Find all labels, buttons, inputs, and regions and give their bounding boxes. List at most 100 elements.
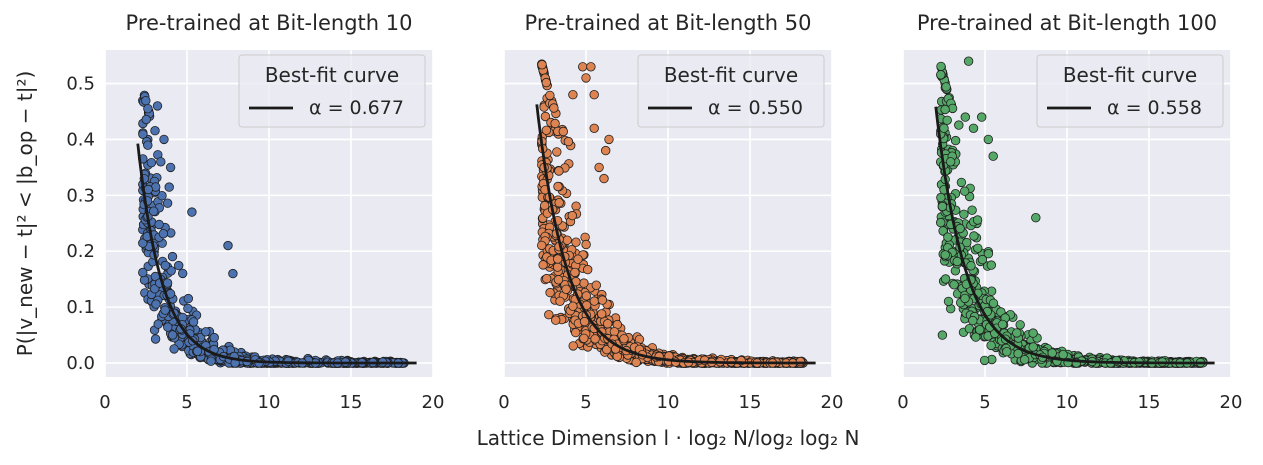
panel-3-data-point [940,250,950,260]
panel-2-data-point [619,334,629,344]
panel-1-data-point [157,190,167,201]
panel-2-data-point [537,240,547,251]
panel-2-data-point [571,237,581,247]
panel-2-legend: Best-fit curve α = 0.550 [637,54,825,128]
panel-3-data-point [960,186,970,196]
panel-1-data-point [166,266,176,276]
panel-3: Pre-trained at Bit-length 100 0 5 10 15 20 B… [897,11,1242,413]
panel-3-data-point [977,112,987,122]
panel-2-data-point [537,60,547,70]
panel-1-data-point [167,330,178,340]
panel-2-data-point [589,89,599,100]
panel-1-x-tick-label: 15 [340,392,363,413]
panel-2-data-point [561,284,571,295]
panel-2-title: Pre-trained at Bit-length 50 [525,11,812,35]
panel-1-data-point [192,346,203,357]
panel-3-data-point [975,325,985,335]
panel-2-data-point [603,319,613,329]
panel-3-data-point [988,298,999,309]
panel-3-data-point [960,293,970,304]
panel-3-x-tick-label: 5 [979,392,990,413]
panel-1-data-point [173,260,184,271]
panel-3-data-point [1028,342,1038,352]
panel-2-data-point [563,136,574,147]
panel-3-data-point [936,61,946,72]
panel-2-data-point [545,90,555,101]
panel-1-data-point [187,207,197,217]
panel-1-data-point [152,101,163,111]
panel-1-data-point [141,114,151,125]
panel-3-data-point [936,70,946,80]
panel-1-data-point [146,157,157,168]
panel-2-data-point [589,123,599,134]
panel-3-data-point [962,237,972,248]
panel-3-data-point [940,274,951,284]
panel-3-data-point [983,134,994,145]
panel-3-data-point [968,315,978,326]
panel-3-data-point [952,256,962,267]
panel-2: Pre-trained at Bit-length 50 0 5 10 15 20 Be… [498,11,843,413]
panel-3-data-point [1012,328,1022,338]
panel-2-data-point [597,309,607,319]
panel-1-data-point [167,251,178,262]
panel-2-data-point [551,315,561,325]
panel-2-data-point [570,267,580,278]
panel-2-data-point [631,357,641,368]
panel-2-data-point [550,118,560,129]
panel-2-x-tick-label: 15 [739,392,762,413]
panel-3-data-point [936,217,946,228]
panel-3-data-point [983,248,994,259]
panel-2-data-point [552,262,563,272]
panel-1-legend-alpha: α = 0.677 [309,97,404,119]
panel-3-fit-curve [934,106,1215,365]
panel-2-data-point [555,296,565,307]
y-tick-label: 0.4 [66,129,95,150]
panel-1-data-point [141,95,151,106]
panel-2-x-tick-label: 10 [657,392,680,413]
panel-3-data-point [942,115,952,126]
panel-3-data-point [1058,350,1068,360]
panel-2-data-point [581,291,592,301]
panel-3-data-point [971,332,981,342]
panel-2-data-point [540,111,551,122]
panel-1-data-point [156,157,166,167]
panel-3-legend-title: Best-fit curve [1063,63,1197,87]
panel-1-data-point [150,125,160,136]
panel-2-data-point [553,254,563,264]
panel-3-x-tick-label: 15 [1138,392,1161,413]
panel-2-data-point [579,316,590,327]
panel-1-legend-title: Best-fit curve [265,63,399,87]
panel-3-data-point [973,243,983,254]
panel-3-data-point [1031,212,1041,223]
panel-3-data-point [936,192,946,203]
panel-3-data-point [959,209,969,220]
panel-2-data-point [538,260,548,270]
panel-1-data-point [159,134,169,145]
panel-3-data-point [968,123,979,134]
panel-1-data-point [228,268,238,279]
panel-2-data-point [568,301,578,311]
panel-3-data-point [937,201,948,212]
panel-1-legend: Best-fit curve α = 0.677 [238,54,426,128]
panel-2-data-point [581,73,591,83]
panel-2-data-point [558,126,569,137]
panel-2-legend-title: Best-fit curve [664,63,798,87]
panel-1-data-point [153,319,163,329]
panel-1: Pre-trained at Bit-length 10 0 5 10 15 20 0.… [66,11,444,413]
panel-3-data-point [977,254,988,265]
panel-1-x-tick-label: 5 [181,392,192,413]
panel-2-data-point [541,77,552,88]
panel-2-data-point [571,201,581,211]
y-tick-label: 0.2 [66,241,95,262]
panel-2-fit-curve [535,104,816,365]
panel-2-data-point [571,327,581,338]
panel-3-data-point [972,215,983,225]
panel-3-data-point [963,56,974,66]
panel-2-data-point [581,239,591,250]
panel-2-data-point [554,197,564,208]
panel-2-data-point [545,287,555,298]
panel-1-data-point [158,228,169,239]
panel-2-data-point [579,333,589,344]
panel-3-data-point [941,82,951,92]
panel-1-data-point [143,140,153,150]
